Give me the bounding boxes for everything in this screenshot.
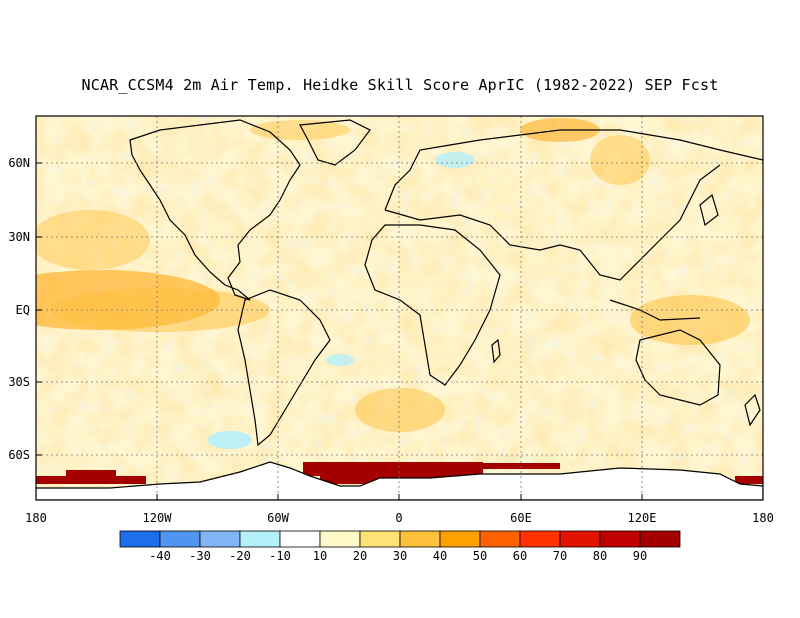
lon-label: 180	[752, 511, 774, 525]
skill-field	[36, 116, 763, 500]
colorbar-swatch	[359, 530, 401, 548]
colorbar-swatch	[319, 530, 361, 548]
colorbar-swatch	[399, 530, 441, 548]
lon-label: 0	[395, 511, 402, 525]
coastlines	[129, 119, 764, 447]
colorbar-label: 30	[393, 549, 407, 563]
graticule	[36, 116, 763, 500]
colorbar-label: 60	[513, 549, 527, 563]
map-title: NCAR_CCSM4 2m Air Temp. Heidke Skill Sco…	[81, 76, 719, 94]
colorbar-swatch	[119, 530, 161, 548]
colorbar-swatch	[199, 530, 241, 548]
colorbar-swatch	[159, 530, 201, 548]
colorbar-label: 50	[473, 549, 487, 563]
colorbar: -40 -30 -20 -10 10 20 30 40 50 60 70 80 90	[119, 530, 681, 563]
colorbar-label: -30	[189, 549, 211, 563]
lat-label: 60N	[8, 156, 30, 170]
colorbar-label: 20	[353, 549, 367, 563]
lon-label: 180	[25, 511, 47, 525]
colorbar-label: -20	[229, 549, 251, 563]
colorbar-label: 10	[313, 549, 327, 563]
lat-labels: 60N 30N EQ 30S 60S	[8, 156, 30, 462]
lon-label: 120E	[628, 511, 657, 525]
colorbar-swatch	[639, 530, 681, 548]
antarctica	[36, 461, 763, 500]
colorbar-swatch	[479, 530, 521, 548]
colorbar-label: -10	[269, 549, 291, 563]
lat-label: EQ	[16, 303, 30, 317]
lon-label: 60W	[267, 511, 289, 525]
colorbar-label: 80	[593, 549, 607, 563]
colorbar-swatch	[519, 530, 561, 548]
lat-label: 60S	[8, 448, 30, 462]
colorbar-swatch	[559, 530, 601, 548]
lat-label: 30S	[8, 375, 30, 389]
colorbar-swatch	[439, 530, 481, 548]
colorbar-label: 40	[433, 549, 447, 563]
lon-labels: 180 120W 60W 0 60E 120E 180	[25, 511, 774, 525]
lon-label: 60E	[510, 511, 532, 525]
colorbar-label: -40	[149, 549, 171, 563]
colorbar-label: 90	[633, 549, 647, 563]
colorbar-swatch	[599, 530, 641, 548]
colorbar-swatch	[279, 530, 321, 548]
lat-label: 30N	[8, 230, 30, 244]
colorbar-swatch	[239, 530, 281, 548]
lon-label: 120W	[143, 511, 173, 525]
colorbar-label: 70	[553, 549, 567, 563]
tick-marks	[36, 162, 643, 500]
